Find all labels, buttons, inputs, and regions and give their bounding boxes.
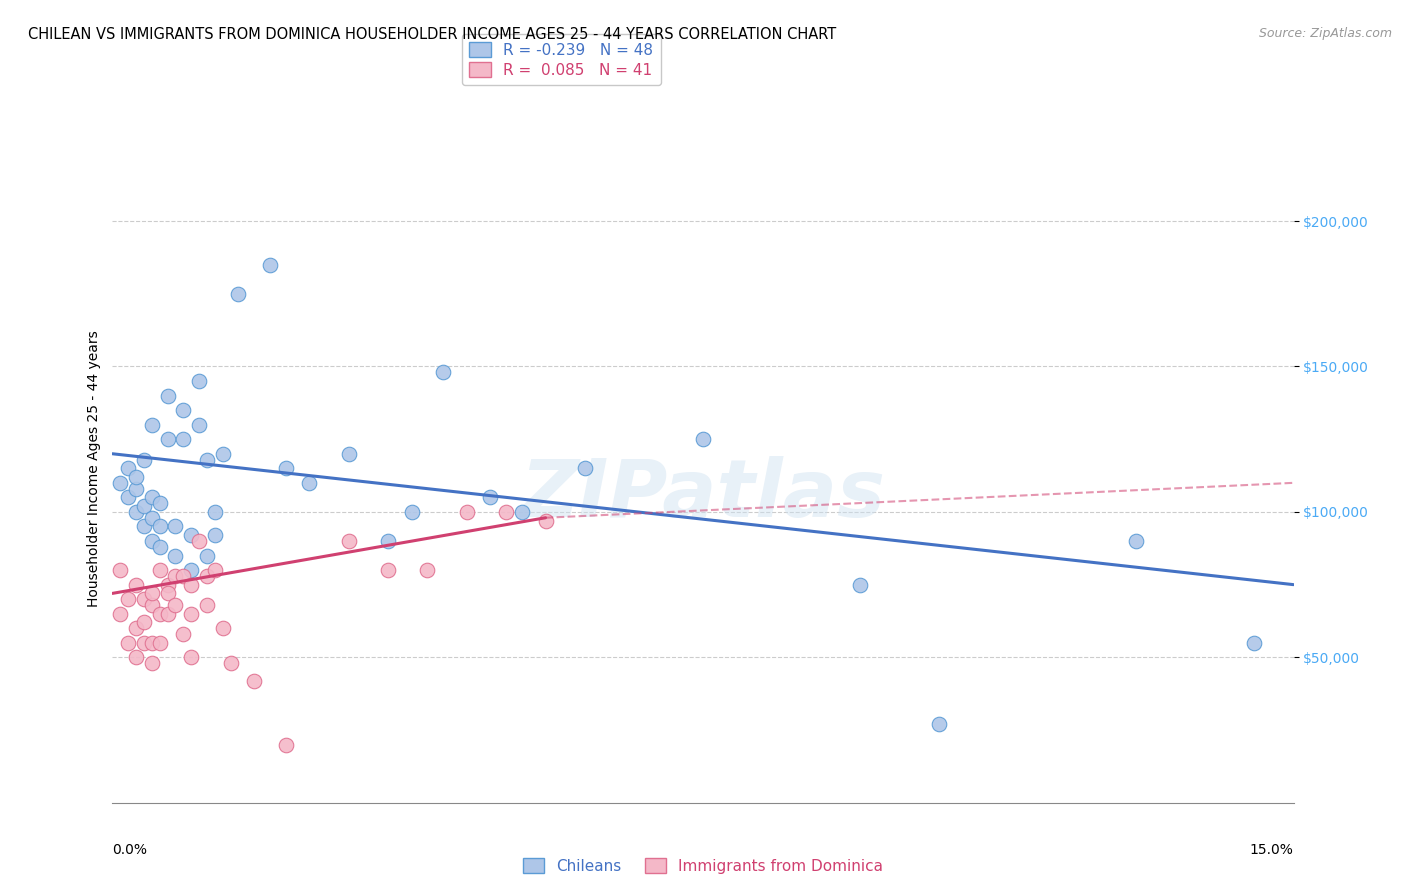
Point — [156, 388, 179, 402]
Point — [156, 586, 179, 600]
Point — [141, 656, 163, 670]
Point — [928, 717, 950, 731]
Point — [117, 461, 139, 475]
Point — [156, 432, 179, 446]
Point — [204, 505, 226, 519]
Point — [125, 470, 148, 484]
Point — [219, 656, 242, 670]
Point — [132, 592, 155, 607]
Point — [117, 636, 139, 650]
Point — [141, 417, 163, 432]
Point — [195, 569, 218, 583]
Point — [180, 577, 202, 591]
Point — [574, 461, 596, 475]
Point — [156, 577, 179, 591]
Point — [416, 563, 439, 577]
Point — [132, 615, 155, 630]
Point — [125, 621, 148, 635]
Point — [141, 636, 163, 650]
Point — [149, 496, 172, 510]
Text: ZIPatlas: ZIPatlas — [520, 456, 886, 534]
Point — [211, 447, 233, 461]
Point — [172, 627, 194, 641]
Point — [180, 563, 202, 577]
Point — [195, 452, 218, 467]
Point — [337, 534, 360, 549]
Point — [204, 563, 226, 577]
Point — [692, 432, 714, 446]
Point — [259, 258, 281, 272]
Point — [141, 598, 163, 612]
Point — [141, 534, 163, 549]
Point — [125, 577, 148, 591]
Point — [377, 563, 399, 577]
Point — [510, 505, 533, 519]
Point — [172, 432, 194, 446]
Point — [149, 607, 172, 621]
Point — [149, 563, 172, 577]
Point — [188, 417, 211, 432]
Point — [110, 607, 132, 621]
Point — [156, 607, 179, 621]
Point — [195, 598, 218, 612]
Point — [188, 534, 211, 549]
Point — [172, 569, 194, 583]
Point — [117, 592, 139, 607]
Point — [132, 636, 155, 650]
Point — [132, 499, 155, 513]
Point — [228, 286, 250, 301]
Point — [125, 505, 148, 519]
Point — [180, 607, 202, 621]
Point — [165, 569, 187, 583]
Point — [165, 598, 187, 612]
Point — [188, 374, 211, 388]
Point — [141, 510, 163, 524]
Point — [401, 505, 423, 519]
Point — [1243, 636, 1265, 650]
Point — [211, 621, 233, 635]
Point — [125, 650, 148, 665]
Point — [165, 519, 187, 533]
Point — [149, 636, 172, 650]
Point — [377, 534, 399, 549]
Point — [495, 505, 517, 519]
Point — [243, 673, 266, 688]
Point — [432, 365, 454, 379]
Point — [337, 447, 360, 461]
Point — [110, 475, 132, 490]
Point — [274, 461, 297, 475]
Point — [117, 491, 139, 505]
Point — [204, 528, 226, 542]
Point — [274, 738, 297, 752]
Point — [180, 528, 202, 542]
Point — [165, 549, 187, 563]
Point — [141, 491, 163, 505]
Text: CHILEAN VS IMMIGRANTS FROM DOMINICA HOUSEHOLDER INCOME AGES 25 - 44 YEARS CORREL: CHILEAN VS IMMIGRANTS FROM DOMINICA HOUS… — [28, 27, 837, 42]
Point — [132, 519, 155, 533]
Point — [110, 563, 132, 577]
Text: Source: ZipAtlas.com: Source: ZipAtlas.com — [1258, 27, 1392, 40]
Point — [479, 491, 502, 505]
Point — [141, 586, 163, 600]
Point — [456, 505, 478, 519]
Y-axis label: Householder Income Ages 25 - 44 years: Householder Income Ages 25 - 44 years — [87, 330, 101, 607]
Legend: Chileans, Immigrants from Dominica: Chileans, Immigrants from Dominica — [516, 852, 890, 880]
Text: 15.0%: 15.0% — [1250, 843, 1294, 857]
Point — [132, 452, 155, 467]
Point — [180, 650, 202, 665]
Point — [125, 482, 148, 496]
Point — [849, 577, 872, 591]
Point — [172, 403, 194, 417]
Point — [298, 475, 321, 490]
Legend: R = -0.239   N = 48, R =  0.085   N = 41: R = -0.239 N = 48, R = 0.085 N = 41 — [461, 35, 661, 86]
Point — [195, 549, 218, 563]
Point — [1125, 534, 1147, 549]
Point — [534, 514, 557, 528]
Text: 0.0%: 0.0% — [112, 843, 148, 857]
Point — [149, 519, 172, 533]
Point — [149, 540, 172, 554]
